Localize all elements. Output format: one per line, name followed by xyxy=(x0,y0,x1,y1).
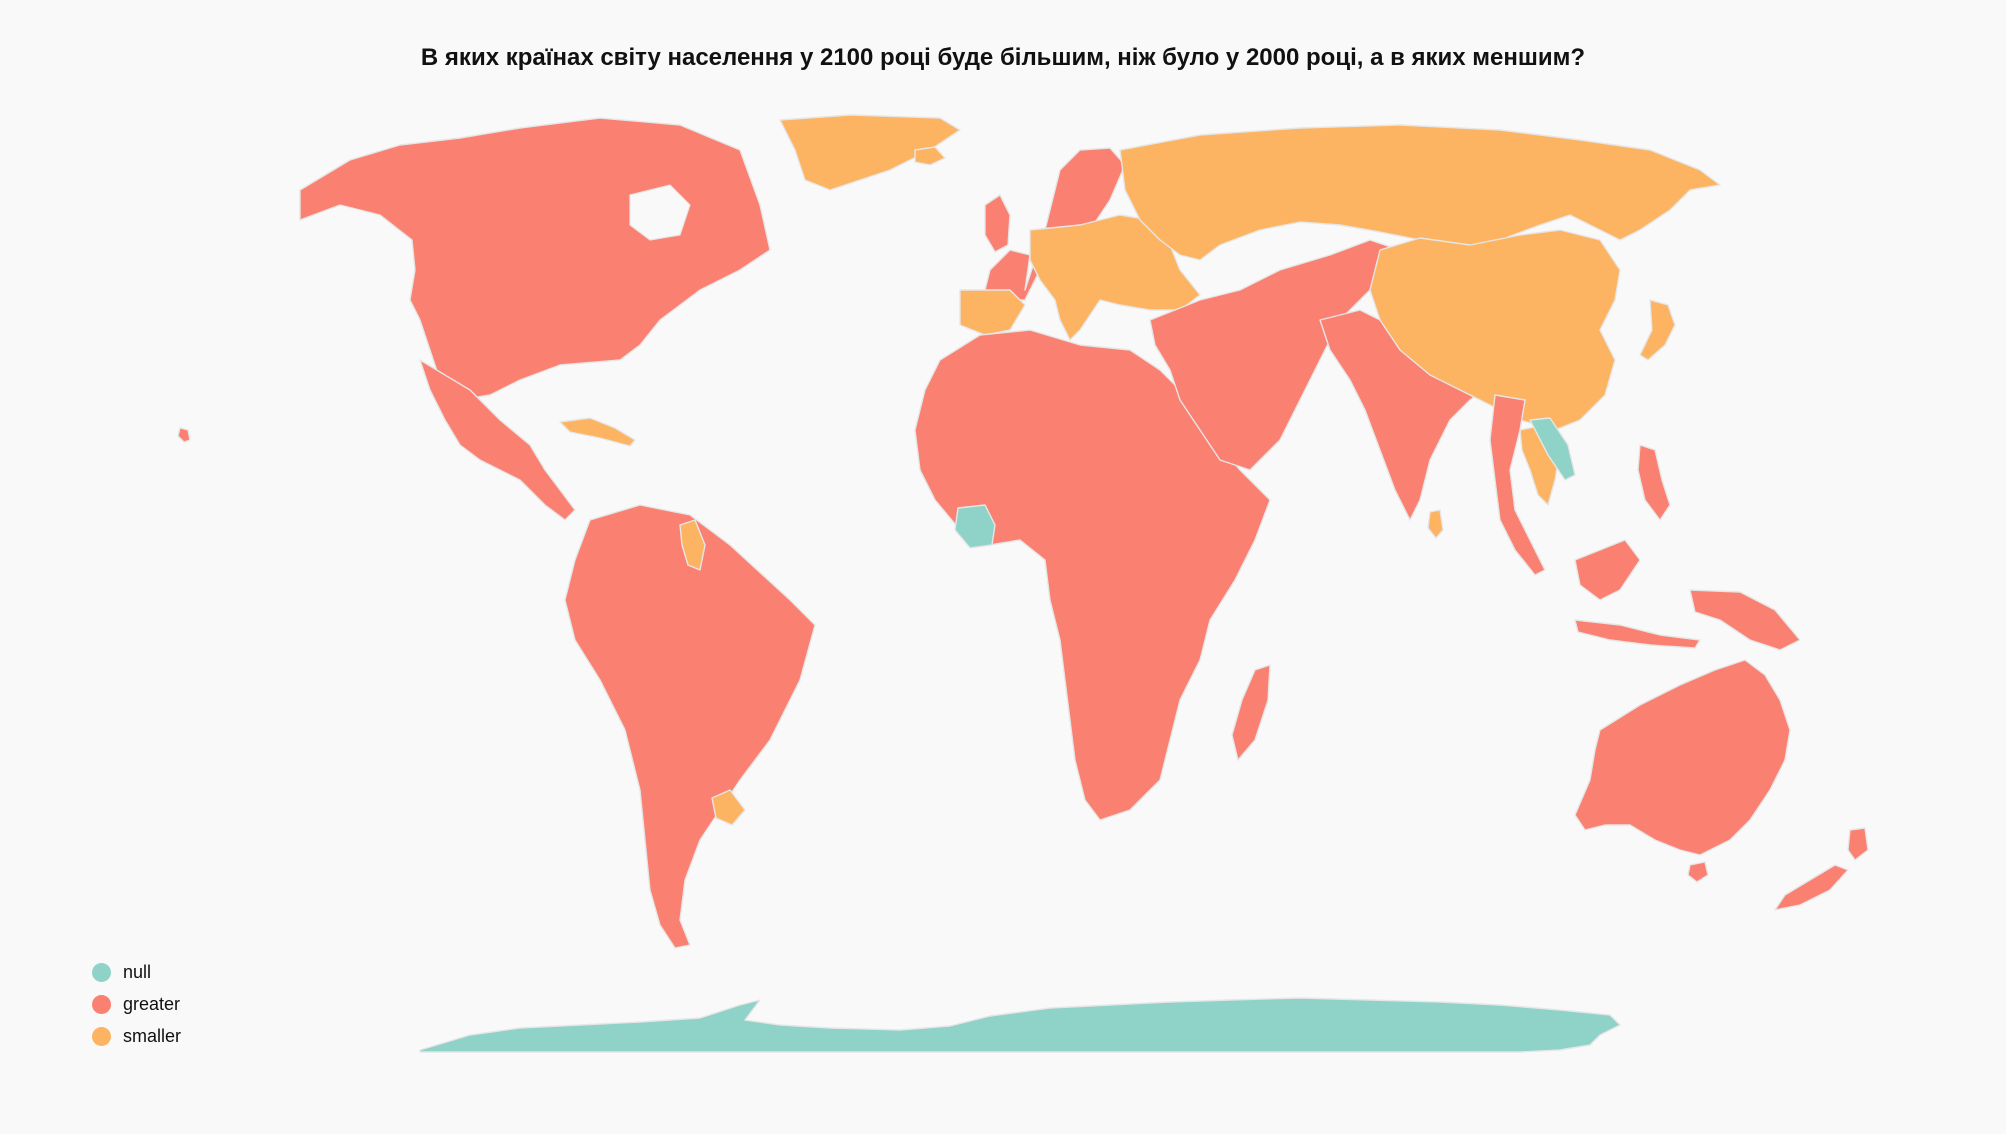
region-antarctica[interactable]: Antarctica xyxy=(419,997,1621,1053)
legend-label-greater: greater xyxy=(123,993,181,1014)
region-laos[interactable]: Laos xyxy=(1529,417,1576,481)
region-japan[interactable]: Japan xyxy=(1639,299,1676,361)
region-greenland[interactable]: Greenland xyxy=(779,114,961,191)
region-new-guinea[interactable]: Indonesia and New Guinea xyxy=(1689,589,1801,651)
region-australia[interactable]: Australia xyxy=(1574,659,1791,856)
region-north-america[interactable]: North America xyxy=(299,117,771,401)
region-indonesia-new-guinea[interactable]: Indonesia and New Guinea xyxy=(1574,539,1641,601)
region-madagascar[interactable]: Madagascar xyxy=(1231,664,1271,761)
region-new-zealand[interactable]: New Zealand xyxy=(1847,827,1869,861)
region-uk[interactable]: Western Europe xyxy=(984,194,1011,253)
region-southeast-asia[interactable]: Southeast Asia xyxy=(1489,394,1546,576)
legend: null greater smaller xyxy=(92,956,181,1052)
map-title: В яких країнах світу населення у 2100 ро… xyxy=(420,44,1586,71)
region-iceland[interactable]: Central and Eastern Europe xyxy=(914,146,946,166)
legend-item-null[interactable]: null xyxy=(92,956,181,988)
region-philippines[interactable]: Southeast Asia xyxy=(1637,444,1671,521)
region-central-america[interactable]: Central America xyxy=(419,359,576,521)
region-hawaii[interactable]: North America xyxy=(177,427,191,443)
region-cuba[interactable]: Cuba xyxy=(559,417,636,447)
region-sri-lanka[interactable]: Sri Lanka xyxy=(1427,509,1444,539)
region-south-america[interactable]: South America xyxy=(564,504,816,949)
legend-label-smaller: smaller xyxy=(123,1025,182,1046)
region-uruguay[interactable]: Uruguay xyxy=(711,789,746,826)
region-cote-divoire[interactable]: Côte d'Ivoire xyxy=(954,504,996,549)
region-iberia[interactable]: Iberia xyxy=(959,289,1026,336)
legend-swatch-null xyxy=(92,962,111,982)
region-guyana[interactable]: Guyana xyxy=(679,519,706,571)
legend-item-greater[interactable]: greater xyxy=(92,988,181,1020)
region-tasmania[interactable]: Australia xyxy=(1687,861,1709,883)
region-russia[interactable]: Russia xyxy=(1119,124,1721,261)
region-new-zealand-south[interactable]: New Zealand xyxy=(1774,864,1849,911)
legend-swatch-greater xyxy=(92,994,111,1014)
region-china-mongolia[interactable]: China and Mongolia xyxy=(1369,229,1621,431)
legend-label-null: null xyxy=(123,961,152,982)
region-sunda-islands[interactable]: Indonesia and New Guinea xyxy=(1574,619,1701,649)
legend-swatch-smaller xyxy=(92,1026,111,1046)
legend-item-smaller[interactable]: smaller xyxy=(92,1020,181,1052)
